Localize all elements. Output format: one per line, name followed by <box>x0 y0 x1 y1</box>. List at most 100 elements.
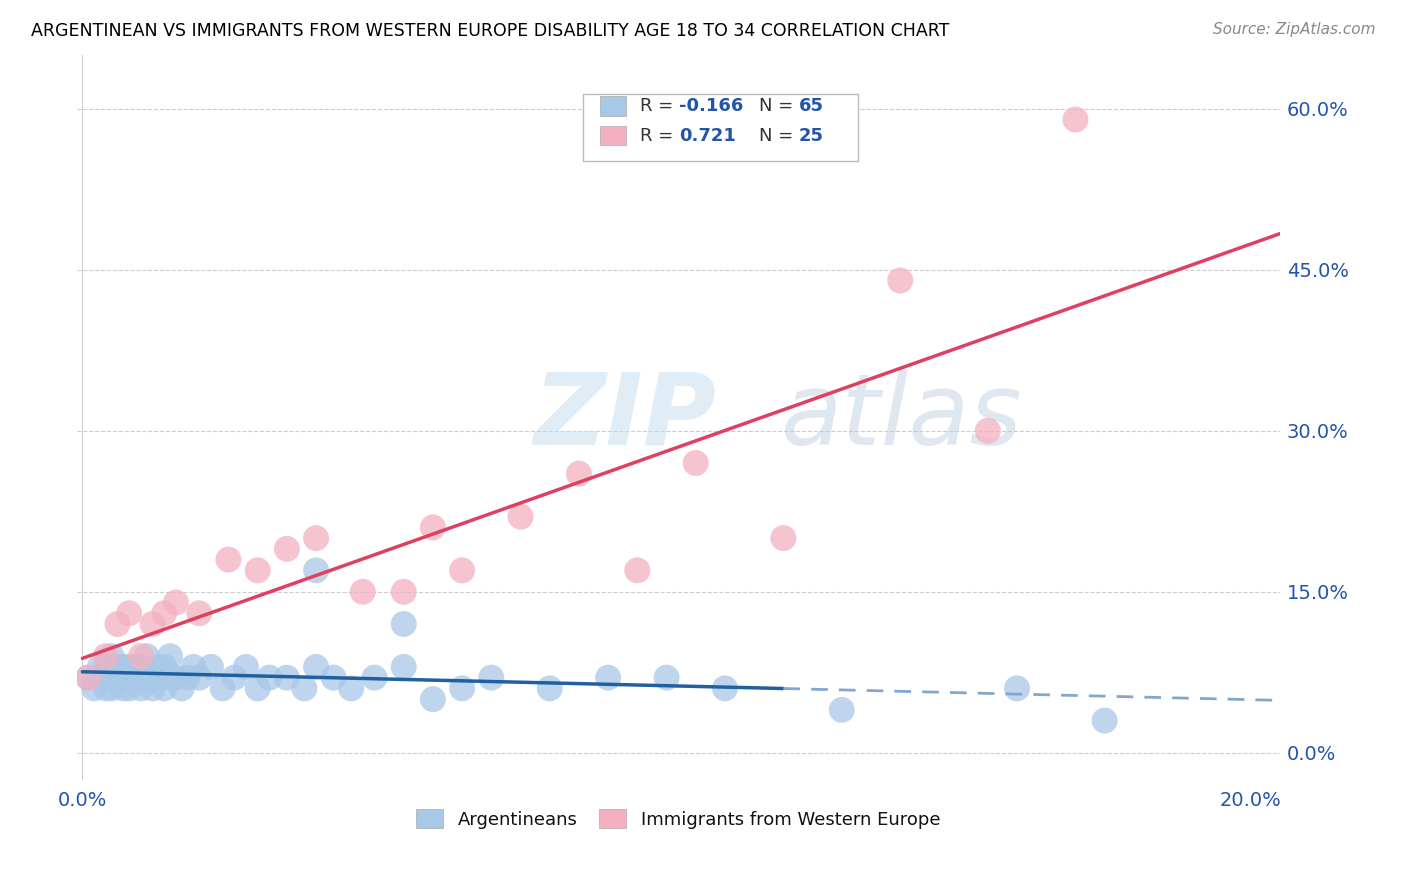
Point <box>89 671 111 685</box>
Point <box>831 703 853 717</box>
Point <box>246 563 269 577</box>
Point <box>94 660 117 674</box>
Point <box>100 671 122 685</box>
Text: N =: N = <box>759 97 799 115</box>
Point <box>170 681 193 696</box>
Point <box>1005 681 1028 696</box>
Point <box>305 563 328 577</box>
Point <box>112 681 135 696</box>
Point <box>135 671 157 685</box>
Point <box>392 617 415 632</box>
Point <box>200 660 222 674</box>
Point <box>94 649 117 664</box>
Point <box>772 531 794 545</box>
Text: -0.166: -0.166 <box>679 97 744 115</box>
Text: ARGENTINEAN VS IMMIGRANTS FROM WESTERN EUROPE DISABILITY AGE 18 TO 34 CORRELATIO: ARGENTINEAN VS IMMIGRANTS FROM WESTERN E… <box>31 22 949 40</box>
Point <box>165 671 187 685</box>
Point <box>118 607 141 621</box>
Point <box>148 671 170 685</box>
Text: R =: R = <box>640 127 679 145</box>
Point <box>626 563 648 577</box>
Point <box>217 552 239 566</box>
Point <box>100 649 122 664</box>
Point <box>235 660 257 674</box>
Point <box>977 424 1000 438</box>
Point <box>129 649 152 664</box>
Point <box>141 681 163 696</box>
Point <box>107 671 129 685</box>
Point <box>77 671 100 685</box>
Point <box>479 671 502 685</box>
Point <box>118 660 141 674</box>
Point <box>598 671 620 685</box>
Point <box>165 595 187 609</box>
Point <box>1064 112 1087 127</box>
Point <box>77 671 100 685</box>
Text: ZIP: ZIP <box>534 369 717 466</box>
Point <box>107 660 129 674</box>
Point <box>159 671 181 685</box>
Point <box>714 681 737 696</box>
Point <box>1094 714 1116 728</box>
Point <box>118 681 141 696</box>
Point <box>107 617 129 632</box>
Point <box>224 671 246 685</box>
Point <box>118 671 141 685</box>
Point <box>352 584 374 599</box>
Point <box>135 649 157 664</box>
Point <box>246 681 269 696</box>
Point <box>112 671 135 685</box>
Text: R =: R = <box>640 97 679 115</box>
Point <box>568 467 591 481</box>
Point <box>124 671 146 685</box>
Text: atlas: atlas <box>780 369 1022 466</box>
Point <box>141 617 163 632</box>
Point <box>422 520 444 534</box>
Point <box>259 671 281 685</box>
Point <box>107 671 129 685</box>
Point <box>276 671 298 685</box>
Text: 0.721: 0.721 <box>679 127 735 145</box>
Point <box>451 681 474 696</box>
Point <box>83 681 105 696</box>
Point <box>305 531 328 545</box>
Point <box>422 692 444 706</box>
Point <box>153 607 176 621</box>
Point <box>188 607 211 621</box>
Point <box>655 671 678 685</box>
Point <box>292 681 315 696</box>
Point <box>100 681 122 696</box>
Point <box>148 660 170 674</box>
Point <box>451 563 474 577</box>
Point <box>183 660 205 674</box>
Point <box>129 681 152 696</box>
Point <box>94 681 117 696</box>
Text: Source: ZipAtlas.com: Source: ZipAtlas.com <box>1212 22 1375 37</box>
Point <box>211 681 233 696</box>
Point <box>153 681 176 696</box>
Text: N =: N = <box>759 127 799 145</box>
Point <box>141 671 163 685</box>
Point <box>276 541 298 556</box>
Point <box>153 660 176 674</box>
Point <box>392 660 415 674</box>
Point <box>89 660 111 674</box>
Point <box>322 671 344 685</box>
Point <box>363 671 385 685</box>
Text: 25: 25 <box>799 127 824 145</box>
Point <box>188 671 211 685</box>
Text: 65: 65 <box>799 97 824 115</box>
Point <box>889 273 911 287</box>
Legend: Argentineans, Immigrants from Western Europe: Argentineans, Immigrants from Western Eu… <box>409 802 948 836</box>
Point <box>100 660 122 674</box>
Point <box>124 660 146 674</box>
Point <box>340 681 363 696</box>
Point <box>176 671 198 685</box>
Point <box>538 681 561 696</box>
Point <box>509 509 531 524</box>
Point <box>392 584 415 599</box>
Point <box>112 660 135 674</box>
Point <box>129 671 152 685</box>
Point <box>685 456 707 470</box>
Point <box>94 671 117 685</box>
